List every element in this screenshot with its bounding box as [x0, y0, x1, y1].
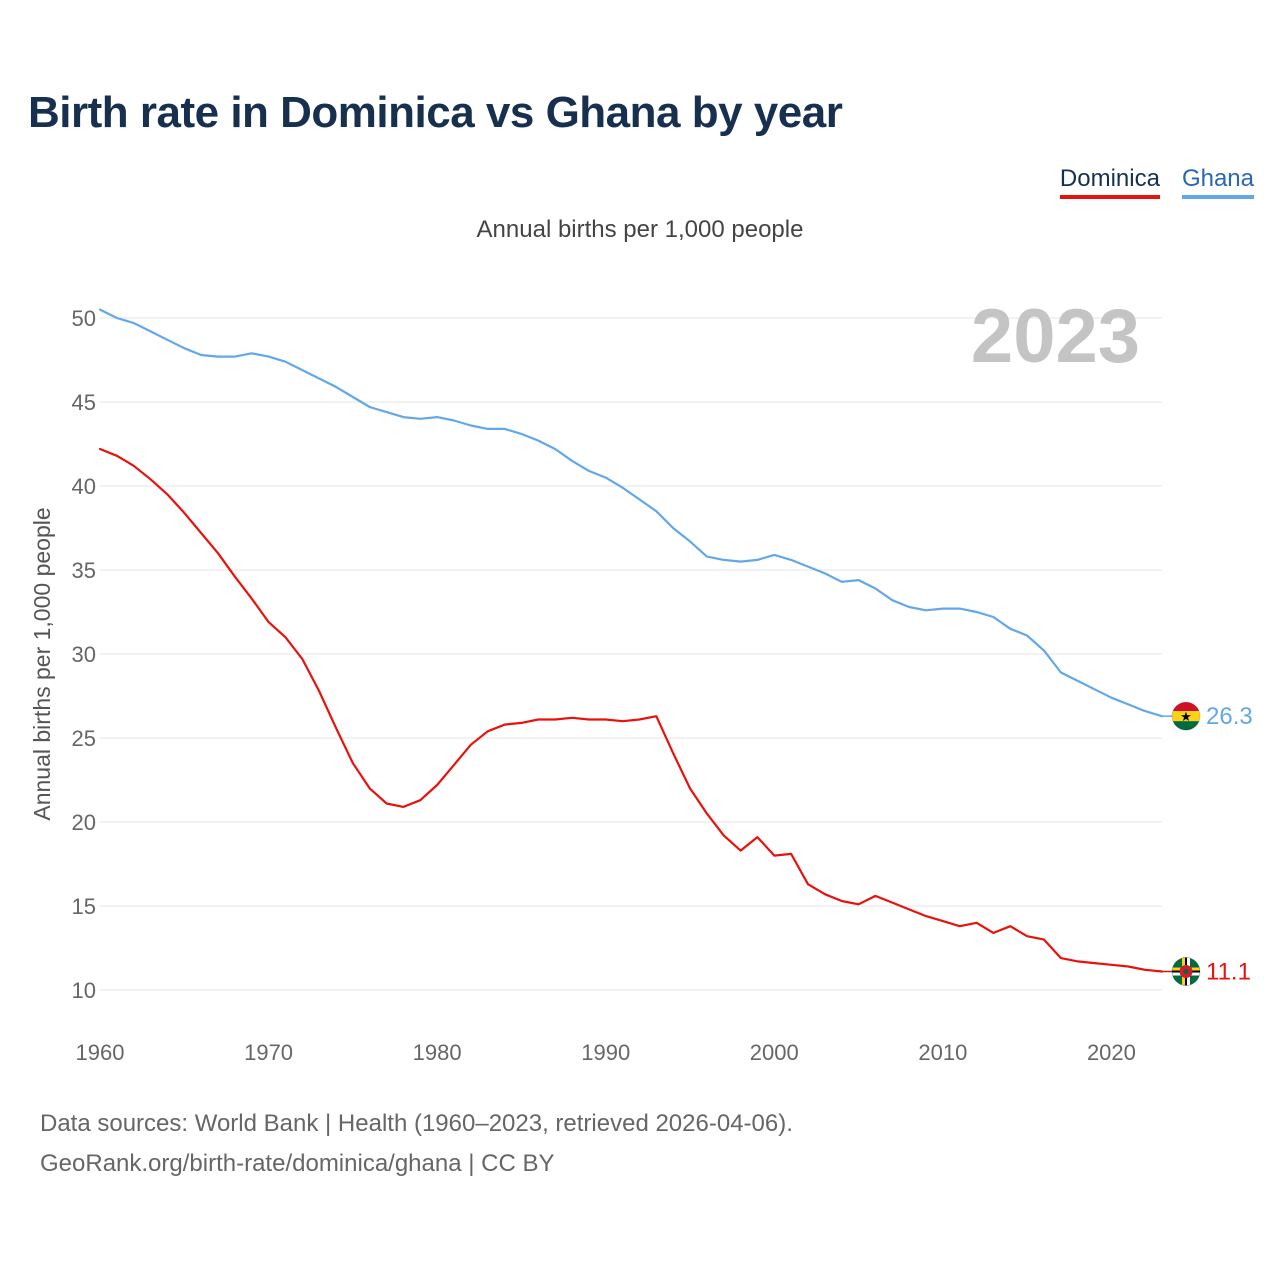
y-tick-label-25: 25 [72, 726, 96, 751]
current-year-label: 2023 [971, 294, 1140, 379]
y-tick-label-50: 50 [72, 306, 96, 331]
y-axis-label: Annual births per 1,000 people [29, 507, 55, 820]
x-tick-label-1960: 1960 [76, 1040, 125, 1065]
svg-text:★: ★ [1180, 710, 1192, 725]
y-tick-label-20: 20 [72, 810, 96, 835]
chart-subtitle: Annual births per 1,000 people [476, 216, 804, 243]
legend: Dominica Ghana [1059, 165, 1254, 199]
x-tick-label-2010: 2010 [918, 1040, 967, 1065]
y-tick-label-10: 10 [72, 978, 96, 1003]
series-line-ghana [98, 308, 1164, 718]
legend-item-dominica[interactable]: Dominica [1059, 165, 1160, 199]
flag-dominica-icon [1171, 957, 1201, 987]
end-value-label-ghana: 26.3 [1206, 703, 1253, 730]
x-tick-label-2000: 2000 [750, 1040, 799, 1065]
series-line-dominica [98, 447, 1164, 973]
flag-ghana-icon: ★ [1171, 701, 1201, 731]
page-title: Birth rate in Dominica vs Ghana by year [28, 88, 843, 137]
y-tick-label-15: 15 [72, 894, 96, 919]
x-tick-label-1970: 1970 [244, 1040, 293, 1065]
x-tick-label-2020: 2020 [1087, 1040, 1136, 1065]
y-tick-label-30: 30 [72, 642, 96, 667]
footer-sources: Data sources: World Bank | Health (1960–… [40, 1110, 793, 1137]
end-value-label-dominica: 11.1 [1206, 959, 1251, 986]
footer: Data sources: World Bank | Health (1960–… [40, 1104, 793, 1184]
footer-attribution: GeoRank.org/birth-rate/dominica/ghana | … [40, 1150, 555, 1177]
y-tick-label-35: 35 [72, 558, 96, 583]
y-tick-label-45: 45 [72, 390, 96, 415]
x-tick-label-1980: 1980 [413, 1040, 462, 1065]
x-tick-label-1990: 1990 [581, 1040, 630, 1065]
legend-item-ghana[interactable]: Ghana [1181, 165, 1254, 199]
y-tick-label-40: 40 [72, 474, 96, 499]
